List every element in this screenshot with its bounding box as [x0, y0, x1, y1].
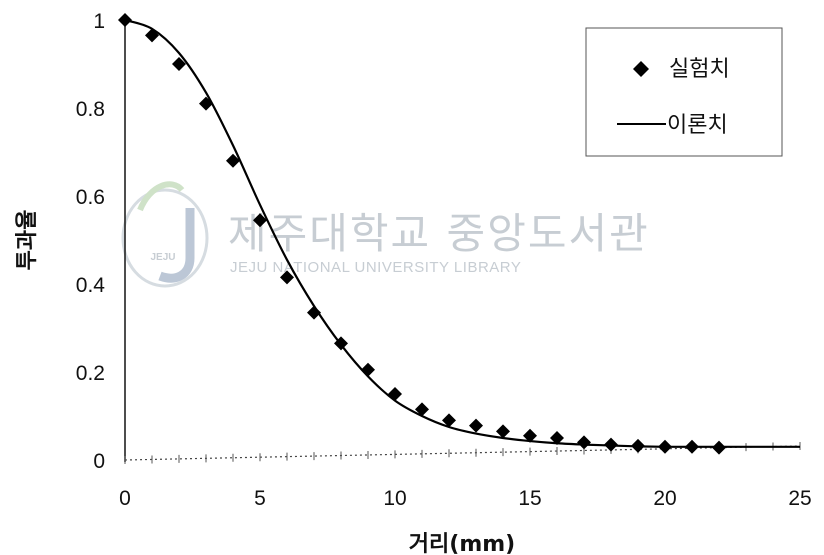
- x-tick-label: 25: [788, 487, 811, 510]
- data-point: [523, 428, 537, 443]
- data-point: [118, 13, 132, 27]
- data-point: [307, 305, 321, 320]
- x-tick-label: 5: [254, 487, 266, 510]
- x-tick-label: 15: [518, 487, 541, 510]
- data-point: [226, 153, 240, 168]
- data-point: [145, 28, 159, 43]
- x-minor-ticks: [124, 442, 801, 464]
- legend: 실험치 이론치: [585, 27, 783, 157]
- data-point: [199, 96, 213, 111]
- watermark-subtitle: JEJU NATIONAL UNIVERSITY LIBRARY: [230, 259, 521, 276]
- x-tick-labels: 0 5 10 15 20 25: [119, 487, 812, 510]
- data-point: [334, 336, 348, 351]
- watermark: JEJU 제주대학교 중앙도서관 JEJU NATIONAL UNIVERSIT…: [121, 181, 650, 288]
- data-point: [712, 440, 726, 455]
- watermark-title: 제주대학교 중앙도서관: [228, 209, 650, 258]
- y-tick-label: 0.8: [76, 98, 105, 121]
- y-tick-label: 0.6: [76, 186, 105, 209]
- x-tick-label: 20: [653, 487, 676, 510]
- data-point: [658, 439, 672, 454]
- y-tick-label: 0: [93, 450, 105, 473]
- logo-text: JEJU: [150, 252, 175, 263]
- data-point: [496, 424, 510, 439]
- x-axis-title: 거리(mm): [409, 532, 515, 555]
- y-tick-label: 1: [93, 10, 105, 33]
- data-point: [388, 387, 402, 401]
- data-point: [550, 431, 564, 445]
- y-tick-label: 0.4: [76, 274, 106, 297]
- y-tick-labels: 0 0.2 0.4 0.6 0.8 1: [76, 10, 106, 473]
- y-axis-title: 투과율: [15, 210, 40, 271]
- x-axis-line: [124, 445, 801, 461]
- x-tick-label: 0: [119, 487, 131, 510]
- library-logo: JEJU: [121, 181, 209, 288]
- data-point: [280, 270, 294, 285]
- legend-box: [585, 27, 783, 157]
- data-point: [577, 435, 591, 450]
- data-point: [604, 437, 618, 452]
- series-markers-experiment: [118, 13, 726, 455]
- x-tick-label: 10: [383, 487, 406, 510]
- data-point: [172, 57, 186, 71]
- data-point: [442, 413, 456, 428]
- data-point: [361, 362, 375, 377]
- data-point: [253, 213, 267, 228]
- legend-marker-experiment: [633, 61, 649, 77]
- legend-label-experiment: 실험치: [669, 57, 730, 82]
- data-point: [631, 438, 645, 453]
- y-tick-label: 0.2: [76, 362, 105, 385]
- data-point: [415, 402, 429, 417]
- legend-label-theory: 이론치: [667, 113, 728, 138]
- data-point: [469, 418, 483, 433]
- data-point: [685, 439, 699, 454]
